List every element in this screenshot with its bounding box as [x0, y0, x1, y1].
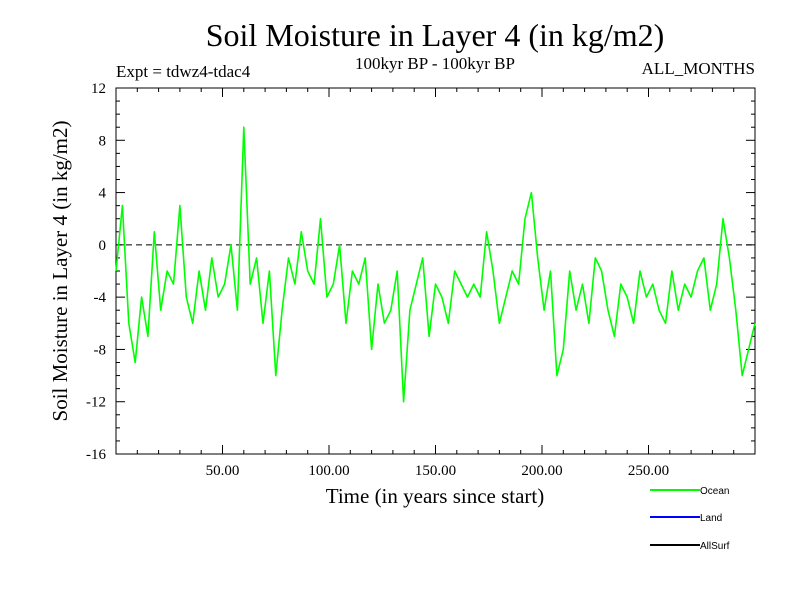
x-axis: 50.00 100.00 150.00 200.00 250.00 [206, 88, 669, 479]
chart-title: Soil Moisture in Layer 4 (in kg/m2) [206, 17, 665, 53]
y-tick-label: -16 [86, 447, 106, 463]
series-line-land [115, 126, 756, 403]
legend-label-land: Land [700, 513, 722, 524]
y-tick-label: -12 [86, 395, 106, 411]
y-axis-label: Soil Moisture in Layer 4 (in kg/m2) [48, 121, 72, 422]
y-tick-label: 4 [99, 186, 107, 202]
x-axis-label: Time (in years since start) [326, 484, 545, 508]
y-tick-label: 8 [99, 133, 107, 149]
y-tick-label: 0 [99, 238, 107, 254]
legend: Ocean Land AllSurf [650, 486, 730, 552]
x-tick-label: 50.00 [206, 463, 240, 479]
x-tick-label: 100.00 [308, 463, 349, 479]
x-tick-label: 150.00 [415, 463, 456, 479]
months-note: ALL_MONTHS [642, 59, 755, 78]
chart-subtitle: 100kyr BP - 100kyr BP [355, 54, 515, 73]
minor-ticks [116, 88, 755, 454]
y-tick-label: 12 [91, 81, 106, 97]
y-tick-label: -4 [94, 290, 107, 306]
plot-frame [115, 87, 756, 455]
y-tick-label: -8 [94, 342, 107, 358]
experiment-note: Expt = tdwz4-tdac4 [116, 62, 251, 81]
y-axis: -16 -12 -8 -4 0 4 8 12 [86, 81, 755, 463]
legend-label-ocean: Ocean [700, 486, 729, 497]
series-group [115, 126, 756, 403]
x-tick-label: 200.00 [521, 463, 562, 479]
legend-label-allsurf: AllSurf [700, 541, 730, 552]
x-tick-label: 250.00 [628, 463, 669, 479]
